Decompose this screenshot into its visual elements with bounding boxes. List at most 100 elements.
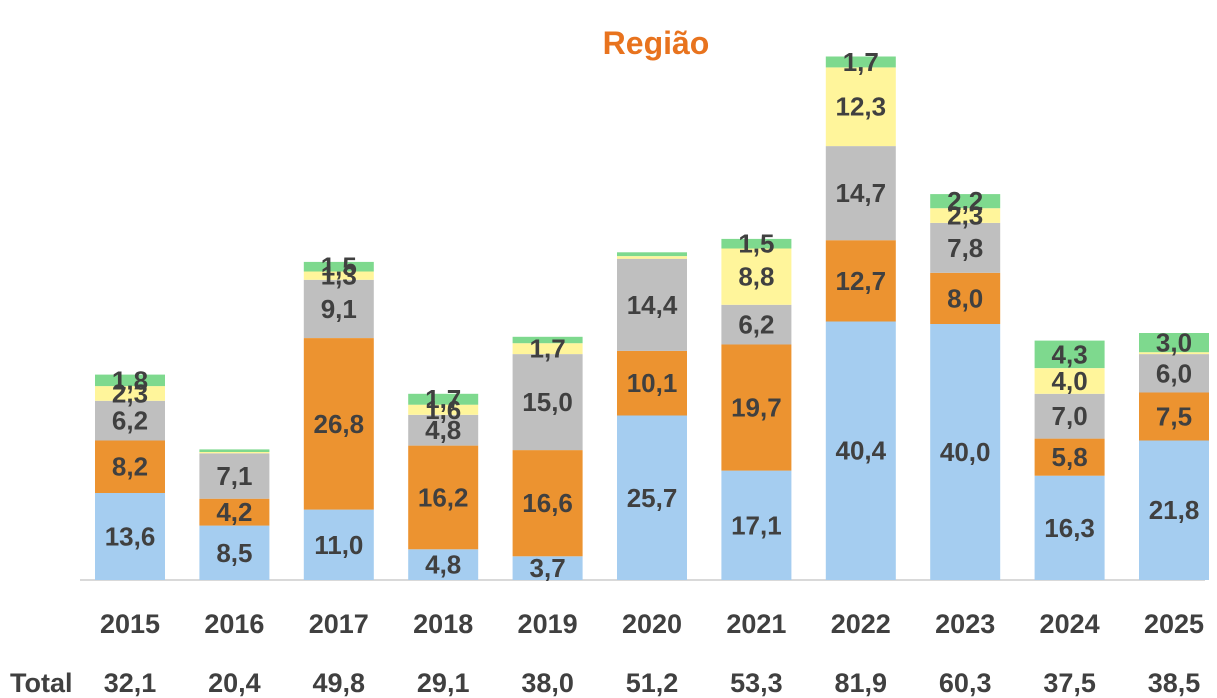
total-value: 38,0 — [521, 668, 574, 698]
totals-row: Total 32,1 20,4 49,8 29,1 38,0 51,2 53,3 81,9 60… — [10, 668, 1200, 698]
bar-value-label: 1,8 — [112, 365, 148, 395]
bar-segment — [1034, 393, 1105, 439]
bar-segment — [1139, 333, 1209, 353]
bar-value-label: 14,4 — [627, 290, 678, 320]
bar-value-label: 8,2 — [112, 452, 148, 482]
bar-value-label: 1,3 — [321, 261, 357, 291]
bar-value-label: 1,7 — [843, 47, 879, 77]
bar-value-label: 4,0 — [1052, 366, 1088, 396]
bar-value-label: 5,8 — [1052, 442, 1088, 472]
bar-segment — [199, 449, 270, 452]
bar-segment — [1139, 352, 1209, 355]
bar-value-label: 16,3 — [1044, 513, 1095, 543]
x-tick-label: 2016 — [204, 609, 264, 639]
bar-segment — [825, 56, 896, 68]
bar-segment — [825, 146, 896, 241]
bar-segment — [617, 350, 687, 416]
bar-value-label: 1,5 — [321, 252, 357, 282]
bar-value-label: 12,7 — [835, 266, 886, 296]
bar-segment — [1139, 392, 1209, 441]
bar-segment — [930, 208, 1001, 223]
x-tick-label: 2015 — [100, 609, 160, 639]
bar-value-label: 14,7 — [835, 178, 886, 208]
bars-group — [95, 56, 1209, 580]
bar-segment — [617, 415, 687, 580]
bar-value-label: 8,8 — [738, 262, 774, 292]
bar-value-label: 17,1 — [731, 510, 782, 540]
bar-value-label: 6,0 — [1156, 358, 1192, 388]
bar-value-label: 16,2 — [418, 482, 469, 512]
bar-value-label: 1,5 — [738, 229, 774, 259]
bar-value-label: 8,5 — [216, 538, 252, 568]
bar-value-label: 6,2 — [738, 310, 774, 340]
bar-value-label: 4,8 — [425, 550, 461, 580]
x-tick-labels-group: 2015 2016 2017 2018 2019 2020 2021 2022 2023 2024… — [100, 609, 1204, 639]
total-value: 49,8 — [313, 668, 366, 698]
x-tick-label: 2025 — [1144, 609, 1204, 639]
bar-segment — [408, 414, 479, 446]
bar-value-label: 6,2 — [112, 406, 148, 436]
bar-segment — [930, 324, 1001, 580]
chart-title: Região — [603, 25, 710, 61]
bar-value-label: 7,0 — [1052, 401, 1088, 431]
bar-segment — [512, 450, 583, 557]
bar-value-label: 1,7 — [425, 384, 461, 414]
bar-value-label: 25,7 — [627, 483, 678, 513]
bar-segment — [199, 498, 270, 526]
bar-value-label: 40,4 — [835, 436, 886, 466]
bar-segment — [825, 321, 896, 580]
bar-value-label: 1,7 — [530, 334, 566, 364]
bar-value-label: 4,8 — [425, 415, 461, 445]
bar-value-label: 40,0 — [940, 437, 991, 467]
bar-segment — [617, 256, 687, 259]
bar-segment — [303, 261, 374, 272]
bar-segment — [617, 258, 687, 351]
x-tick-label: 2020 — [622, 609, 682, 639]
bar-segment — [408, 549, 479, 580]
bar-segment — [721, 344, 792, 471]
bar-segment — [199, 453, 270, 499]
total-value: 32,1 — [104, 668, 157, 698]
bar-segment — [825, 240, 896, 322]
bar-segment — [1139, 440, 1209, 580]
bar-value-label: 10,1 — [627, 368, 678, 398]
bar-segment — [1139, 354, 1209, 393]
bar-value-label: 7,8 — [947, 233, 983, 263]
bar-segment — [617, 252, 687, 257]
x-tick-label: 2021 — [726, 609, 786, 639]
bar-segment — [95, 386, 165, 401]
bar-segment — [303, 509, 374, 580]
bar-segment — [303, 279, 374, 338]
bar-segment — [1034, 438, 1105, 476]
total-value: 51,2 — [626, 668, 679, 698]
bar-value-label: 7,5 — [1156, 402, 1192, 432]
x-tick-label: 2022 — [831, 609, 891, 639]
bar-segment — [199, 452, 270, 454]
bar-segment — [825, 67, 896, 147]
bar-value-label: 3,7 — [530, 553, 566, 583]
total-value: 38,5 — [1148, 668, 1201, 698]
bar-segment — [512, 556, 583, 580]
segment-labels-group: 13,68,26,22,31,88,54,27,111,026,89,11,31… — [105, 47, 1200, 583]
bar-segment — [95, 493, 165, 580]
total-value: 53,3 — [730, 668, 783, 698]
x-tick-label: 2018 — [413, 609, 473, 639]
bar-value-label: 2,3 — [112, 378, 148, 408]
total-value: 20,4 — [208, 668, 261, 698]
total-value: 29,1 — [417, 668, 470, 698]
bar-segment — [303, 271, 374, 280]
bar-value-label: 1,6 — [425, 395, 461, 425]
bar-value-label: 15,0 — [522, 387, 573, 417]
bar-segment — [408, 404, 479, 415]
total-value: 81,9 — [835, 668, 888, 698]
bar-segment — [303, 338, 374, 510]
x-tick-label: 2017 — [309, 609, 369, 639]
bar-segment — [95, 440, 165, 493]
bar-segment — [512, 343, 583, 355]
bar-value-label: 21,8 — [1149, 495, 1200, 525]
bar-segment — [1034, 475, 1105, 580]
bar-segment — [199, 525, 270, 580]
bar-segment — [930, 272, 1001, 324]
bar-segment — [95, 374, 165, 387]
